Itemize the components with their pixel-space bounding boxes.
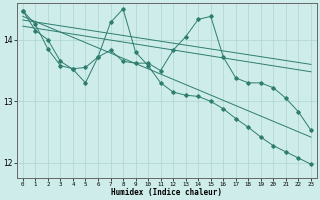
- X-axis label: Humidex (Indice chaleur): Humidex (Indice chaleur): [111, 188, 222, 197]
